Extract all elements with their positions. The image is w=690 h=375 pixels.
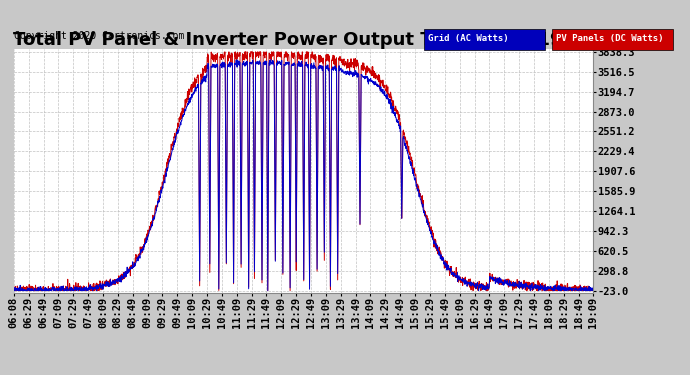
Title: Total PV Panel & Inverter Power Output Thu Apr 16 19:28: Total PV Panel & Inverter Power Output T…: [12, 31, 595, 49]
Text: Copyright 2020 Cartronics.com: Copyright 2020 Cartronics.com: [14, 32, 184, 41]
Text: PV Panels (DC Watts): PV Panels (DC Watts): [556, 34, 664, 43]
Text: Grid (AC Watts): Grid (AC Watts): [428, 34, 509, 43]
